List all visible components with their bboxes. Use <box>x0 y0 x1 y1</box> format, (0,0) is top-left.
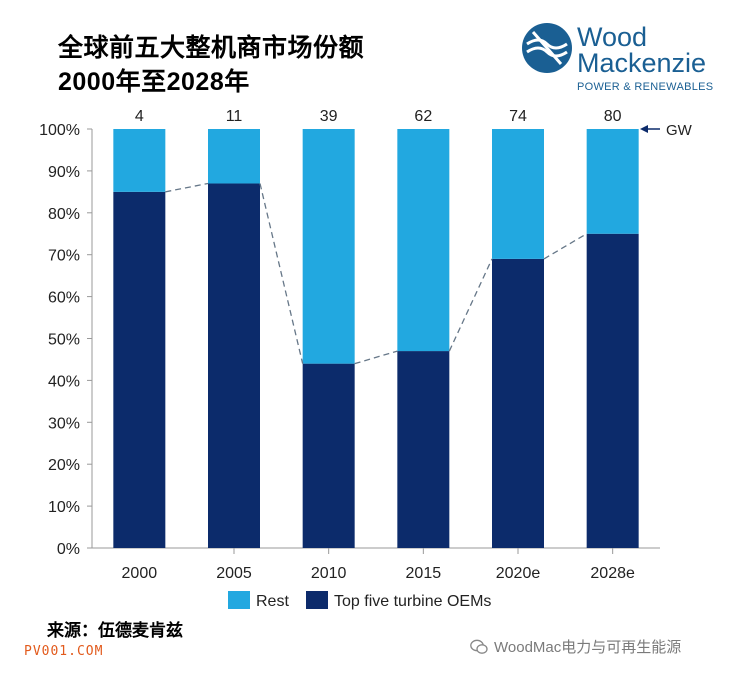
y-tick-label: 80% <box>48 206 80 223</box>
y-tick-label: 50% <box>48 332 80 349</box>
legend-swatch-rest <box>228 591 250 609</box>
gw-arrow-icon <box>640 125 648 133</box>
y-tick-label: 90% <box>48 164 80 181</box>
bar-top-five-2005 <box>208 183 260 548</box>
y-tick-label: 10% <box>48 499 80 516</box>
total-gw-label-2028e: 80 <box>604 108 622 125</box>
legend-label-rest: Rest <box>256 593 289 610</box>
bar-top-five-2020e <box>492 258 544 548</box>
y-tick-label: 30% <box>48 415 80 432</box>
connector-line <box>543 233 587 260</box>
total-gw-label-2005: 11 <box>226 108 243 125</box>
y-tick-label: 100% <box>39 122 80 139</box>
total-gw-label-2015: 62 <box>414 108 432 125</box>
watermark-text: PV001.COM <box>24 644 104 659</box>
connector-line <box>448 258 493 352</box>
x-tick-label-2000: 2000 <box>122 565 158 582</box>
y-tick-label: 60% <box>48 290 80 307</box>
y-tick-label: 40% <box>48 373 80 390</box>
gw-unit-label: GW <box>666 122 693 139</box>
total-gw-label-2020e: 74 <box>509 108 527 125</box>
x-tick-label-2005: 2005 <box>216 565 252 582</box>
x-tick-label-2010: 2010 <box>311 565 347 582</box>
wood-mackenzie-logo-mark-icon <box>522 23 572 73</box>
x-tick-label-2028e: 2028e <box>590 565 635 582</box>
wood-mackenzie-logo: Wood Mackenzie POWER & RENEWABLES <box>521 22 721 97</box>
connector-line <box>354 350 398 365</box>
chart-title-line-2: 2000年至2028年 <box>58 68 250 96</box>
logo-word-wood: Wood <box>577 22 648 52</box>
logo-subtitle: POWER & RENEWABLES <box>577 81 714 93</box>
bar-top-five-2015 <box>397 351 450 548</box>
y-tick-label: 20% <box>48 457 80 474</box>
bar-rest-2010 <box>302 129 355 364</box>
legend-swatch-top-five <box>306 591 328 609</box>
y-tick-label: 70% <box>48 248 80 265</box>
wechat-account-name: WoodMac电力与可再生能源 <box>494 639 682 656</box>
legend-label-top-five: Top five turbine OEMs <box>334 593 491 610</box>
bar-rest-2000 <box>113 129 166 192</box>
total-gw-label-2010: 39 <box>320 108 338 125</box>
bar-top-five-2010 <box>302 363 355 548</box>
connector-line <box>259 183 304 364</box>
bar-top-five-2000 <box>113 191 166 548</box>
bar-rest-2020e <box>492 129 544 259</box>
wechat-account: WoodMac电力与可再生能源 <box>470 636 681 657</box>
total-gw-label-2000: 4 <box>135 108 144 125</box>
x-tick-label-2020e: 2020e <box>496 565 541 582</box>
bar-top-five-2028e <box>586 233 639 548</box>
chart-title-line-1: 全球前五大整机商市场份额 <box>58 34 365 62</box>
x-tick-label-2015: 2015 <box>406 565 442 582</box>
logo-word-mackenzie: Mackenzie <box>577 48 707 78</box>
connector-line <box>165 182 209 193</box>
bar-rest-2015 <box>397 129 450 352</box>
source-note: 来源：伍德麦肯兹 <box>47 621 183 640</box>
bar-rest-2005 <box>208 129 260 184</box>
wechat-icon <box>470 639 488 654</box>
bar-rest-2028e <box>586 129 639 234</box>
y-tick-label: 0% <box>57 541 80 558</box>
